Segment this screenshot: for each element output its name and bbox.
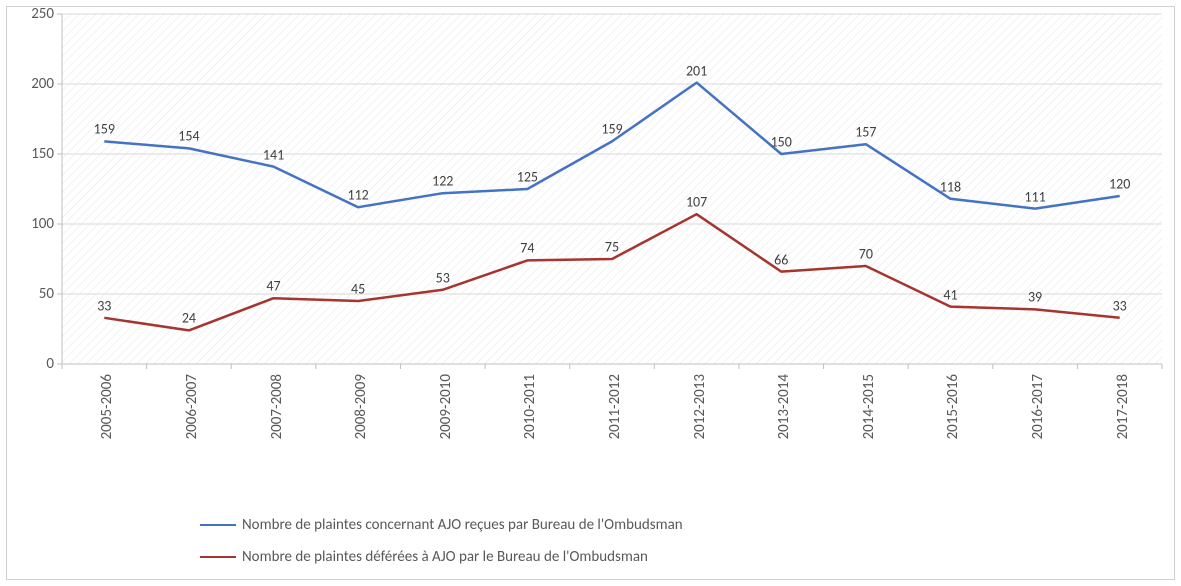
x-tick-label: 2005-2006 — [98, 364, 116, 439]
y-tick-label: 100 — [31, 215, 54, 233]
legend-item-deferees: Nombre de plaintes déférées à AJO par le… — [200, 548, 1141, 566]
x-tick-label: 2016-2017 — [1029, 364, 1047, 439]
legend-label-recues: Nombre de plaintes concernant AJO reçues… — [242, 516, 683, 534]
legend: Nombre de plaintes concernant AJO reçues… — [200, 516, 1141, 566]
x-tick-label: 2006-2007 — [183, 364, 201, 439]
legend-label-deferees: Nombre de plaintes déférées à AJO par le… — [242, 548, 648, 566]
x-tick-label: 2008-2009 — [352, 364, 370, 439]
x-tick-label: 2011-2012 — [606, 364, 624, 439]
x-tick-label: 2009-2010 — [437, 364, 455, 439]
legend-swatch-deferees — [200, 556, 236, 558]
plot-background — [62, 14, 1162, 364]
plot-area: 0501001502002502005-20062006-20072007-20… — [62, 14, 1162, 364]
plot-svg — [62, 14, 1162, 364]
legend-swatch-recues — [200, 524, 236, 526]
x-tick-label: 2015-2016 — [944, 364, 962, 439]
y-tick-label: 200 — [31, 75, 54, 93]
x-tick-label: 2017-2018 — [1114, 364, 1132, 439]
x-tick-label: 2010-2011 — [521, 364, 539, 439]
x-tick-label: 2007-2008 — [268, 364, 286, 439]
y-tick-label: 50 — [39, 285, 54, 303]
x-tick-label: 2012-2013 — [691, 364, 709, 439]
y-tick-label: 250 — [31, 5, 54, 23]
chart-container: 0 50 100 150 200 250 2005-2006 2006-2007 2007-20… — [0, 0, 1181, 586]
x-tick-label: 2014-2015 — [860, 364, 878, 439]
y-tick-label: 0 — [46, 355, 54, 373]
y-tick-label: 150 — [31, 145, 54, 163]
x-tick-label: 2013-2014 — [775, 364, 793, 439]
legend-item-recues: Nombre de plaintes concernant AJO reçues… — [200, 516, 1141, 534]
